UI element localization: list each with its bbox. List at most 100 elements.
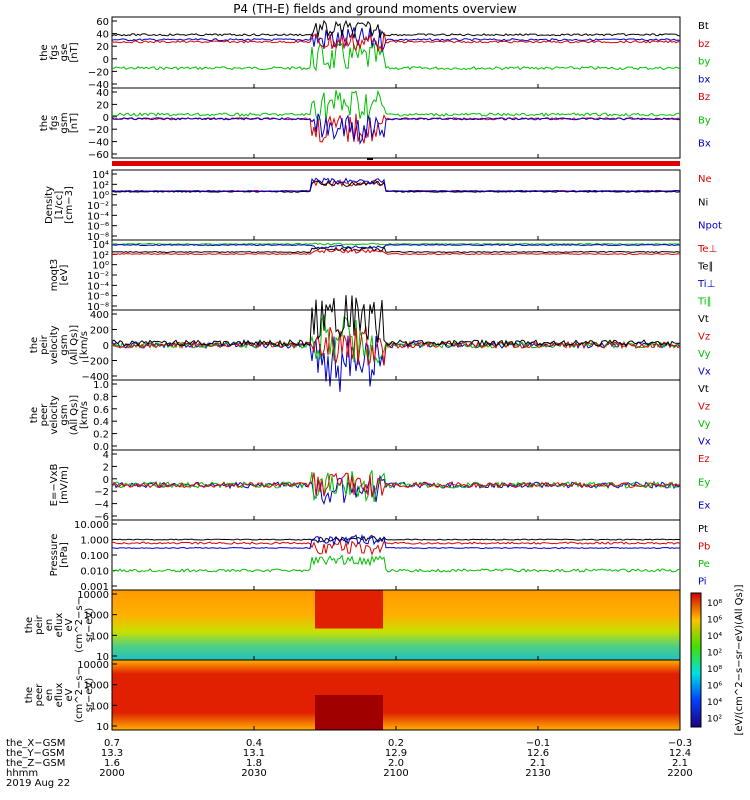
legend-By: By — [698, 115, 711, 126]
y-tick-label: 1000 — [84, 611, 109, 622]
footer-value: 0.4 — [246, 738, 262, 749]
series-Pe — [111, 554, 681, 573]
legend-Bx: Bx — [698, 139, 711, 150]
legend-Pi: Pi — [698, 577, 707, 588]
quality-flag-marker — [367, 158, 373, 160]
page-title: P4 (TH-E) fields and ground moments over… — [233, 2, 517, 16]
legend-Vz: Vz — [698, 402, 710, 413]
y-tick-label: 10⁻⁶ — [87, 222, 109, 233]
quality-flag-bar — [112, 161, 680, 166]
footer-value: −0.1 — [525, 738, 551, 749]
y-tick-label: 100 — [90, 631, 109, 642]
series-bz — [111, 32, 681, 53]
series-Vy — [111, 313, 681, 364]
footer-value: 2200 — [667, 768, 693, 779]
y-tick-label: 10⁻⁸ — [87, 232, 109, 243]
y-tick-label: 10⁰ — [92, 191, 109, 202]
footer-label: hhmm — [6, 768, 39, 779]
legend-Pb: Pb — [698, 542, 710, 553]
legend-bx: bx — [698, 74, 710, 85]
panel-frame — [111, 519, 681, 591]
colorbar-tick-label: 10⁶ — [707, 682, 722, 692]
colorbar — [690, 592, 702, 728]
footer-value: 2.0 — [388, 758, 404, 769]
panel-ylabel: thepeirvelocitygsm(All Qs)][km/s — [29, 325, 90, 365]
legend-Ex: Ex — [698, 501, 710, 512]
y-tick-label: −20 — [88, 67, 109, 78]
y-tick-label: 100 — [90, 701, 109, 712]
y-tick-label: 1.000 — [80, 536, 109, 547]
legend-bz: bz — [698, 39, 710, 50]
footer-label: the_Z−GSM — [6, 758, 66, 769]
legend-Te⊥: Te⊥ — [697, 244, 717, 255]
series-Ex — [111, 474, 681, 506]
y-tick-label: −400 — [82, 372, 109, 383]
y-tick-label: 0 — [103, 341, 109, 352]
legend-Vt: Vt — [698, 384, 709, 395]
legend-Bz: Bz — [698, 92, 710, 103]
y-tick-label: 10⁰ — [92, 261, 109, 272]
y-tick-label: −40 — [88, 80, 109, 91]
panel-ylabel: Pressure[nPa] — [49, 534, 70, 577]
colorbar-label: [eV/(cm^2−s−sr−eV)(All Qs)] — [734, 584, 745, 735]
y-tick-label: −20 — [88, 125, 109, 136]
footer-label: the_X−GSM — [6, 738, 66, 749]
series-Ti-perp — [111, 243, 681, 250]
series-Ne — [112, 179, 681, 193]
panel-peer_eflux: 10000 1000 100 10thepeerenefluxeV(cm^2−s−sr… — [24, 659, 681, 733]
footer-value: 2.1 — [530, 758, 546, 769]
y-tick-label: 10 — [96, 652, 109, 663]
legend-Vz: Vz — [698, 332, 710, 343]
footer-value: 0.7 — [104, 738, 120, 749]
y-tick-label: 10² — [92, 250, 109, 261]
legend-Bt: Bt — [698, 21, 709, 32]
y-tick-label: 0.100 — [80, 551, 109, 562]
footer-label: 2019 Aug 22 — [6, 778, 71, 789]
panel-peir_vel: 400 200 0 −200 −400 thepeirvelocitygsm(All Qs… — [29, 295, 711, 392]
panel-peir_eflux: 10000 1000 100 10thepeirenefluxeV(cm^2−s−sr… — [24, 589, 681, 663]
legend-Pe: Pe — [698, 559, 710, 570]
legend-Vx: Vx — [698, 367, 711, 378]
footer-value: 12.4 — [668, 748, 692, 759]
colorbar-tick-label: 10⁴ — [707, 698, 722, 708]
y-tick-label: 60 — [96, 17, 109, 28]
y-tick-label: 10000 — [77, 590, 109, 601]
y-tick-label: 10.000 — [74, 520, 109, 531]
series-by — [111, 42, 681, 72]
legend-Pt: Pt — [698, 524, 708, 535]
legend-Ez: Ez — [698, 454, 710, 465]
panel-ylabel: thepeervelocitygsm(All Qs)][km/s — [29, 395, 90, 435]
footer-value: −0.3 — [667, 738, 693, 749]
series-Ti-par — [111, 242, 681, 246]
y-tick-label: −4 — [94, 500, 109, 511]
colorbar-tick-label: 10⁸ — [707, 599, 722, 609]
y-tick-label: −2 — [94, 487, 109, 498]
y-tick-label: 0.001 — [80, 582, 109, 593]
colorbar-tick-label: 10² — [707, 715, 722, 725]
series-Npot — [111, 177, 680, 193]
series-Te-par — [111, 245, 681, 254]
legend-Ne: Ne — [698, 174, 712, 185]
peir-eflux-spectrogram — [112, 590, 680, 660]
y-tick-label: 0.4 — [93, 417, 109, 428]
panel-frame — [111, 16, 681, 89]
series-Bt — [111, 19, 681, 39]
legend-Te∥: Te∥ — [697, 262, 714, 273]
y-tick-label: −6 — [94, 512, 109, 523]
y-tick-label: 0.6 — [93, 405, 109, 416]
y-tick-label: 20 — [96, 100, 109, 111]
peer-eflux-spectrogram — [112, 660, 680, 730]
footer-value: 0.2 — [388, 738, 404, 749]
y-tick-label: 4 — [103, 450, 109, 461]
colorbar-tick-label: 10⁸ — [707, 665, 722, 675]
peer-eflux-dark-band — [315, 695, 383, 730]
y-tick-label: 0.010 — [80, 567, 109, 578]
footer-value: 2100 — [383, 768, 409, 779]
colorbar-tick-label: 10² — [707, 649, 722, 659]
panel-ylabel: thefgsgse[nT] — [39, 42, 80, 62]
y-tick-label: 0.0 — [93, 442, 109, 453]
footer-label: the_Y−GSM — [6, 748, 65, 759]
y-tick-label: −60 — [88, 150, 109, 161]
